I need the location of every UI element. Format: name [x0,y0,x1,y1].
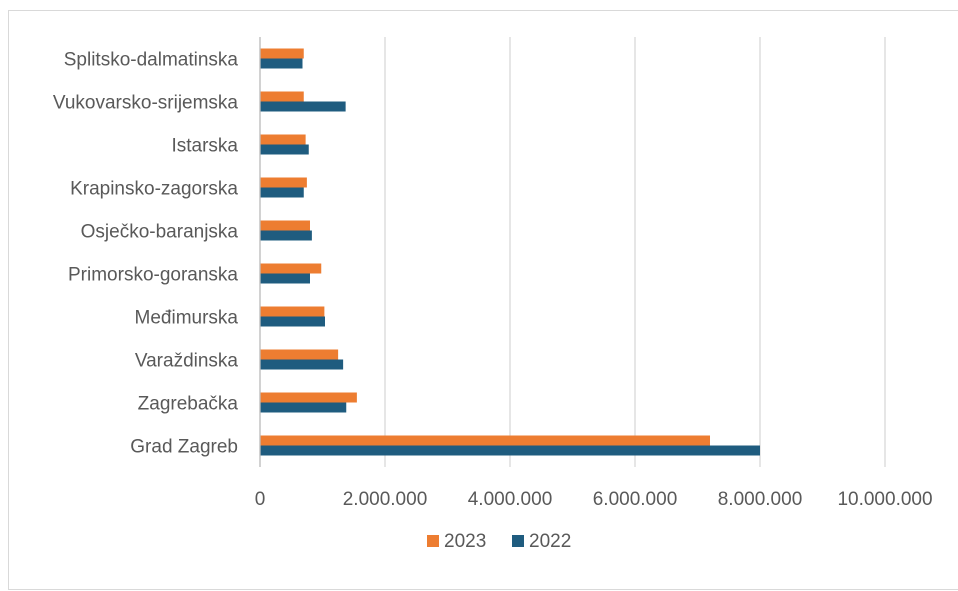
bar-2023-primorsko-goranska [260,263,322,274]
bar-2023-zagrebačka [260,392,357,403]
bar-2023-varaždinska [260,349,339,360]
bar-2023-krapinsko-zagorska [260,177,307,188]
bar-2023-istarska [260,134,306,145]
legend-label-2022: 2022 [529,531,571,552]
legend-swatch-2023 [427,535,439,547]
bar-2022-zagrebačka [260,402,347,413]
category-label: Vukovarsko-srijemska [53,93,239,114]
bar-2022-vukovarsko-srijemska [260,101,346,112]
axes: 0 2.000.000 4.000.000 6.000.000 8.000.000 10.… [53,37,933,510]
legend-swatch-2022 [512,535,524,547]
x-tick-label: 6.000.000 [593,489,678,510]
bar-2023-međimurska [260,306,325,317]
bar-2022-istarska [260,144,309,155]
legend-label-2023: 2023 [444,531,486,552]
bar-2023-vukovarsko-srijemska [260,91,304,102]
category-label: Istarska [171,136,238,157]
x-tick-label: 2.000.000 [343,489,428,510]
x-tick-label: 8.000.000 [718,489,803,510]
category-label: Primorsko-goranska [68,265,238,286]
category-label: Krapinsko-zagorska [70,179,238,200]
category-label: Međimurska [135,308,239,329]
bar-2023-grad-zagreb [260,435,710,446]
category-label: Splitsko-dalmatinska [64,50,239,71]
bar-2022-osječko-baranjska [260,230,312,241]
bars [260,48,760,456]
legend: 2023 2022 [427,531,571,552]
bar-2022-primorsko-goranska [260,273,310,284]
bar-2022-splitsko-dalmatinska [260,58,303,69]
bar-chart: 0 2.000.000 4.000.000 6.000.000 8.000.000 10.… [53,37,933,552]
x-tick-label: 4.000.000 [468,489,553,510]
chart-frame: 0 2.000.000 4.000.000 6.000.000 8.000.000 10.… [8,10,958,590]
x-tick-label: 10.000.000 [837,489,932,510]
category-label: Grad Zagreb [130,437,238,458]
category-label: Varaždinska [135,351,239,372]
category-label: Zagrebačka [138,394,239,415]
x-tick-label: 0 [255,489,266,510]
bar-2022-grad-zagreb [260,445,760,456]
bar-2022-međimurska [260,316,325,327]
bar-2023-osječko-baranjska [260,220,310,231]
category-label: Osječko-baranjska [81,222,239,243]
bar-2022-varaždinska [260,359,344,370]
bar-2022-krapinsko-zagorska [260,187,304,198]
bar-2023-splitsko-dalmatinska [260,48,304,59]
